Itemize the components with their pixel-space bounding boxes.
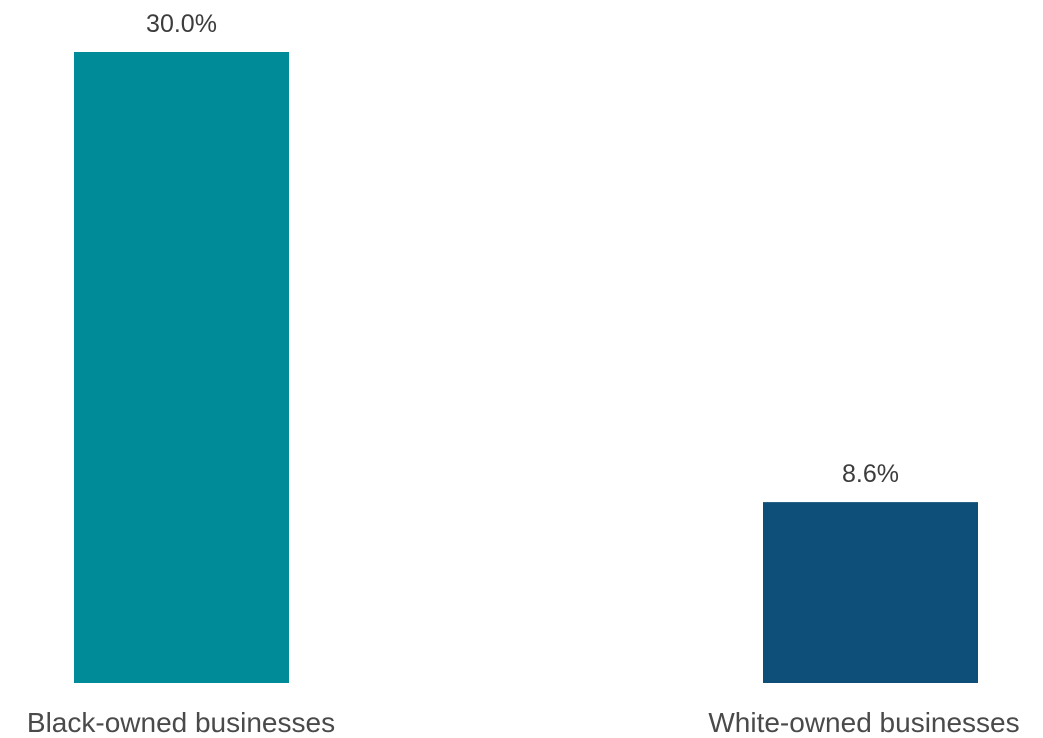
category-tick-label: Black-owned businesses (27, 707, 335, 738)
data-label: 30.0% (146, 10, 217, 38)
category-labels-group: Black-owned businesses White-owned busine… (27, 707, 1020, 738)
bar-black-owned (74, 52, 289, 683)
data-label: 8.6% (842, 460, 899, 488)
value-labels-group: 30.0% 8.6% (146, 10, 899, 488)
bars-group (74, 52, 978, 683)
bar-white-owned (763, 502, 978, 683)
category-tick-label: White-owned businesses (708, 707, 1019, 738)
